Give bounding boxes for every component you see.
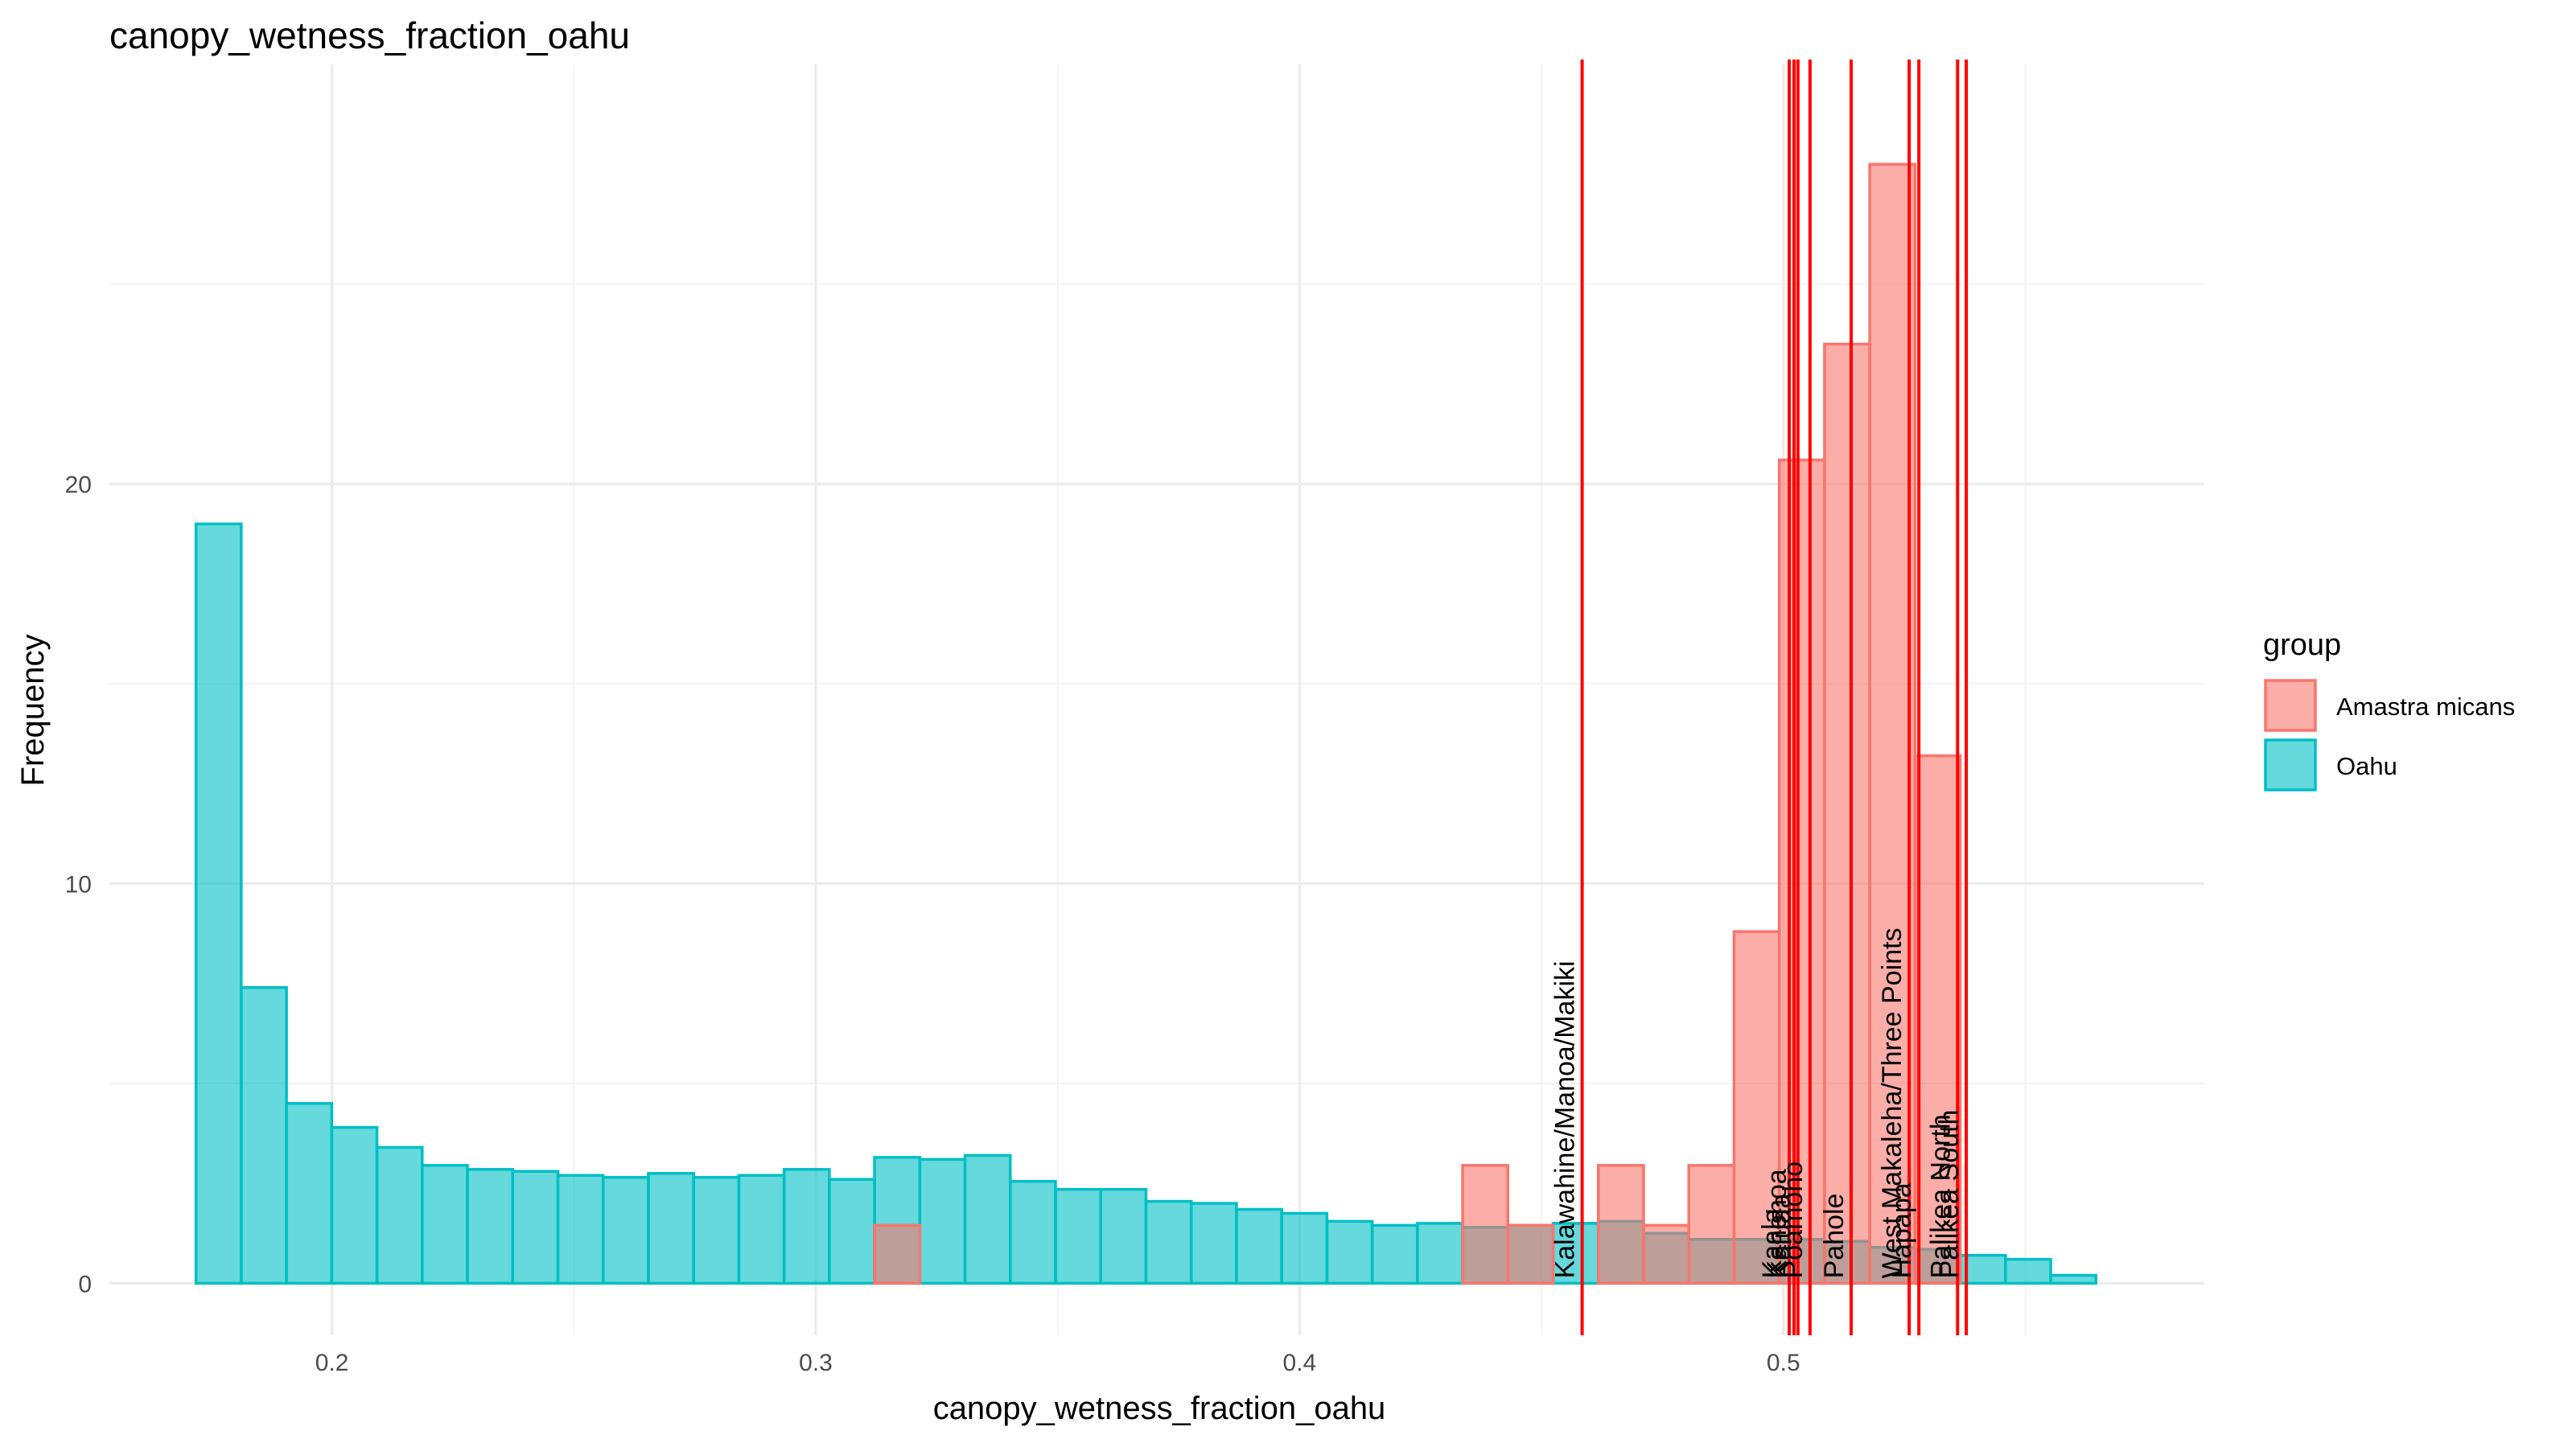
legend-title: group — [2263, 628, 2341, 662]
x-axis-title: canopy_wetness_fraction_oahu — [933, 1391, 1386, 1426]
locality-label: West Makaleha/Three Points — [1877, 927, 1907, 1278]
amastra-micans-bar — [1461, 1164, 1510, 1285]
oahu-bar — [1416, 1222, 1464, 1285]
oahu-bar — [963, 1153, 1012, 1285]
oahu-bar — [240, 985, 288, 1285]
minor-gridlines — [109, 64, 2204, 1335]
oahu-bar — [1370, 1223, 1419, 1285]
oahu-bar — [1189, 1202, 1238, 1285]
x-tick-label: 0.5 — [1767, 1350, 1800, 1376]
locality-label: Poamoho — [1778, 1161, 1809, 1279]
y-axis-title: Frequency — [15, 635, 51, 787]
oahu-bar — [828, 1178, 876, 1285]
amastra-micans-bar — [1642, 1223, 1690, 1285]
locality-label: Kanehoa — [1762, 1169, 1792, 1278]
oahu-bar — [647, 1172, 695, 1285]
oahu-bar — [511, 1170, 560, 1285]
amastra-micans-bar — [1597, 1164, 1645, 1285]
locality-labels: Kalawahine/Manoa/Makiki KaalaKanehoaKalua… — [1550, 927, 1965, 1278]
legend-label-amastra-micans: Amastra micans — [2336, 693, 2515, 721]
oahu-bar — [2049, 1273, 2098, 1285]
oahu-bar — [1325, 1219, 1374, 1285]
locality-label: Palikea North — [1925, 1114, 1956, 1278]
oahu-bar — [1054, 1187, 1102, 1285]
oahu-bar — [2004, 1257, 2052, 1285]
legend-label-oahu: Oahu — [2336, 752, 2397, 780]
y-axis-tick-labels: 0 10 20 — [65, 472, 92, 1298]
x-tick-label: 0.3 — [799, 1350, 833, 1376]
amastra-micans-bar — [1913, 754, 1962, 1285]
oahu-bar — [330, 1125, 379, 1285]
chart-title: canopy_wetness_fraction_oahu — [109, 14, 630, 56]
locality-lines — [1580, 60, 1969, 1335]
oahu-bar — [466, 1168, 515, 1285]
oahu-bar — [782, 1168, 831, 1285]
amastra-micans-bars — [873, 162, 1962, 1285]
amastra-micans-bar — [1823, 343, 1871, 1285]
x-tick-label: 0.4 — [1283, 1350, 1317, 1376]
oahu-bar — [194, 522, 243, 1285]
amastra-micans-bar — [1732, 930, 1781, 1285]
oahu-bar — [1009, 1179, 1057, 1285]
oahu-bar — [601, 1175, 650, 1285]
oahu-bar — [375, 1145, 424, 1285]
legend-key-oahu — [2264, 738, 2317, 791]
locality-label: Kaluaa — [1766, 1193, 1796, 1278]
y-tick-label: 10 — [65, 872, 92, 898]
legend: group Amastra micans Oahu — [2263, 628, 2515, 791]
legend-key-amastra-micans — [2264, 679, 2317, 732]
locality-label: Kaala — [1757, 1208, 1788, 1278]
y-tick-label: 20 — [65, 472, 92, 499]
oahu-bar — [1280, 1211, 1329, 1285]
oahu-bar — [1235, 1207, 1283, 1285]
oahu-bar — [692, 1175, 741, 1285]
x-axis-tick-labels: 0.2 0.3 0.4 0.5 — [315, 1350, 1800, 1376]
amastra-micans-bar — [1687, 1164, 1736, 1285]
oahu-bar — [918, 1157, 967, 1285]
amastra-micans-bar — [1868, 162, 1917, 1285]
x-tick-label: 0.2 — [315, 1350, 349, 1376]
amastra-micans-bar — [1506, 1223, 1555, 1285]
oahu-bar — [737, 1174, 786, 1285]
locality-label: Hapapa — [1887, 1182, 1917, 1278]
oahu-bar — [1144, 1199, 1193, 1285]
oahu-bar — [556, 1174, 605, 1285]
locality-label: Palikea South — [1934, 1110, 1965, 1279]
oahu-bar — [285, 1102, 334, 1285]
oahu-bar — [1099, 1187, 1148, 1285]
locality-label: Kalawahine/Manoa/Makiki — [1550, 960, 1581, 1278]
locality-label: Pahole — [1819, 1194, 1850, 1279]
oahu-bar — [421, 1164, 469, 1285]
amastra-micans-bar — [873, 1223, 922, 1285]
amastra-micans-bar — [1777, 458, 1826, 1285]
y-tick-label: 0 — [78, 1271, 92, 1297]
